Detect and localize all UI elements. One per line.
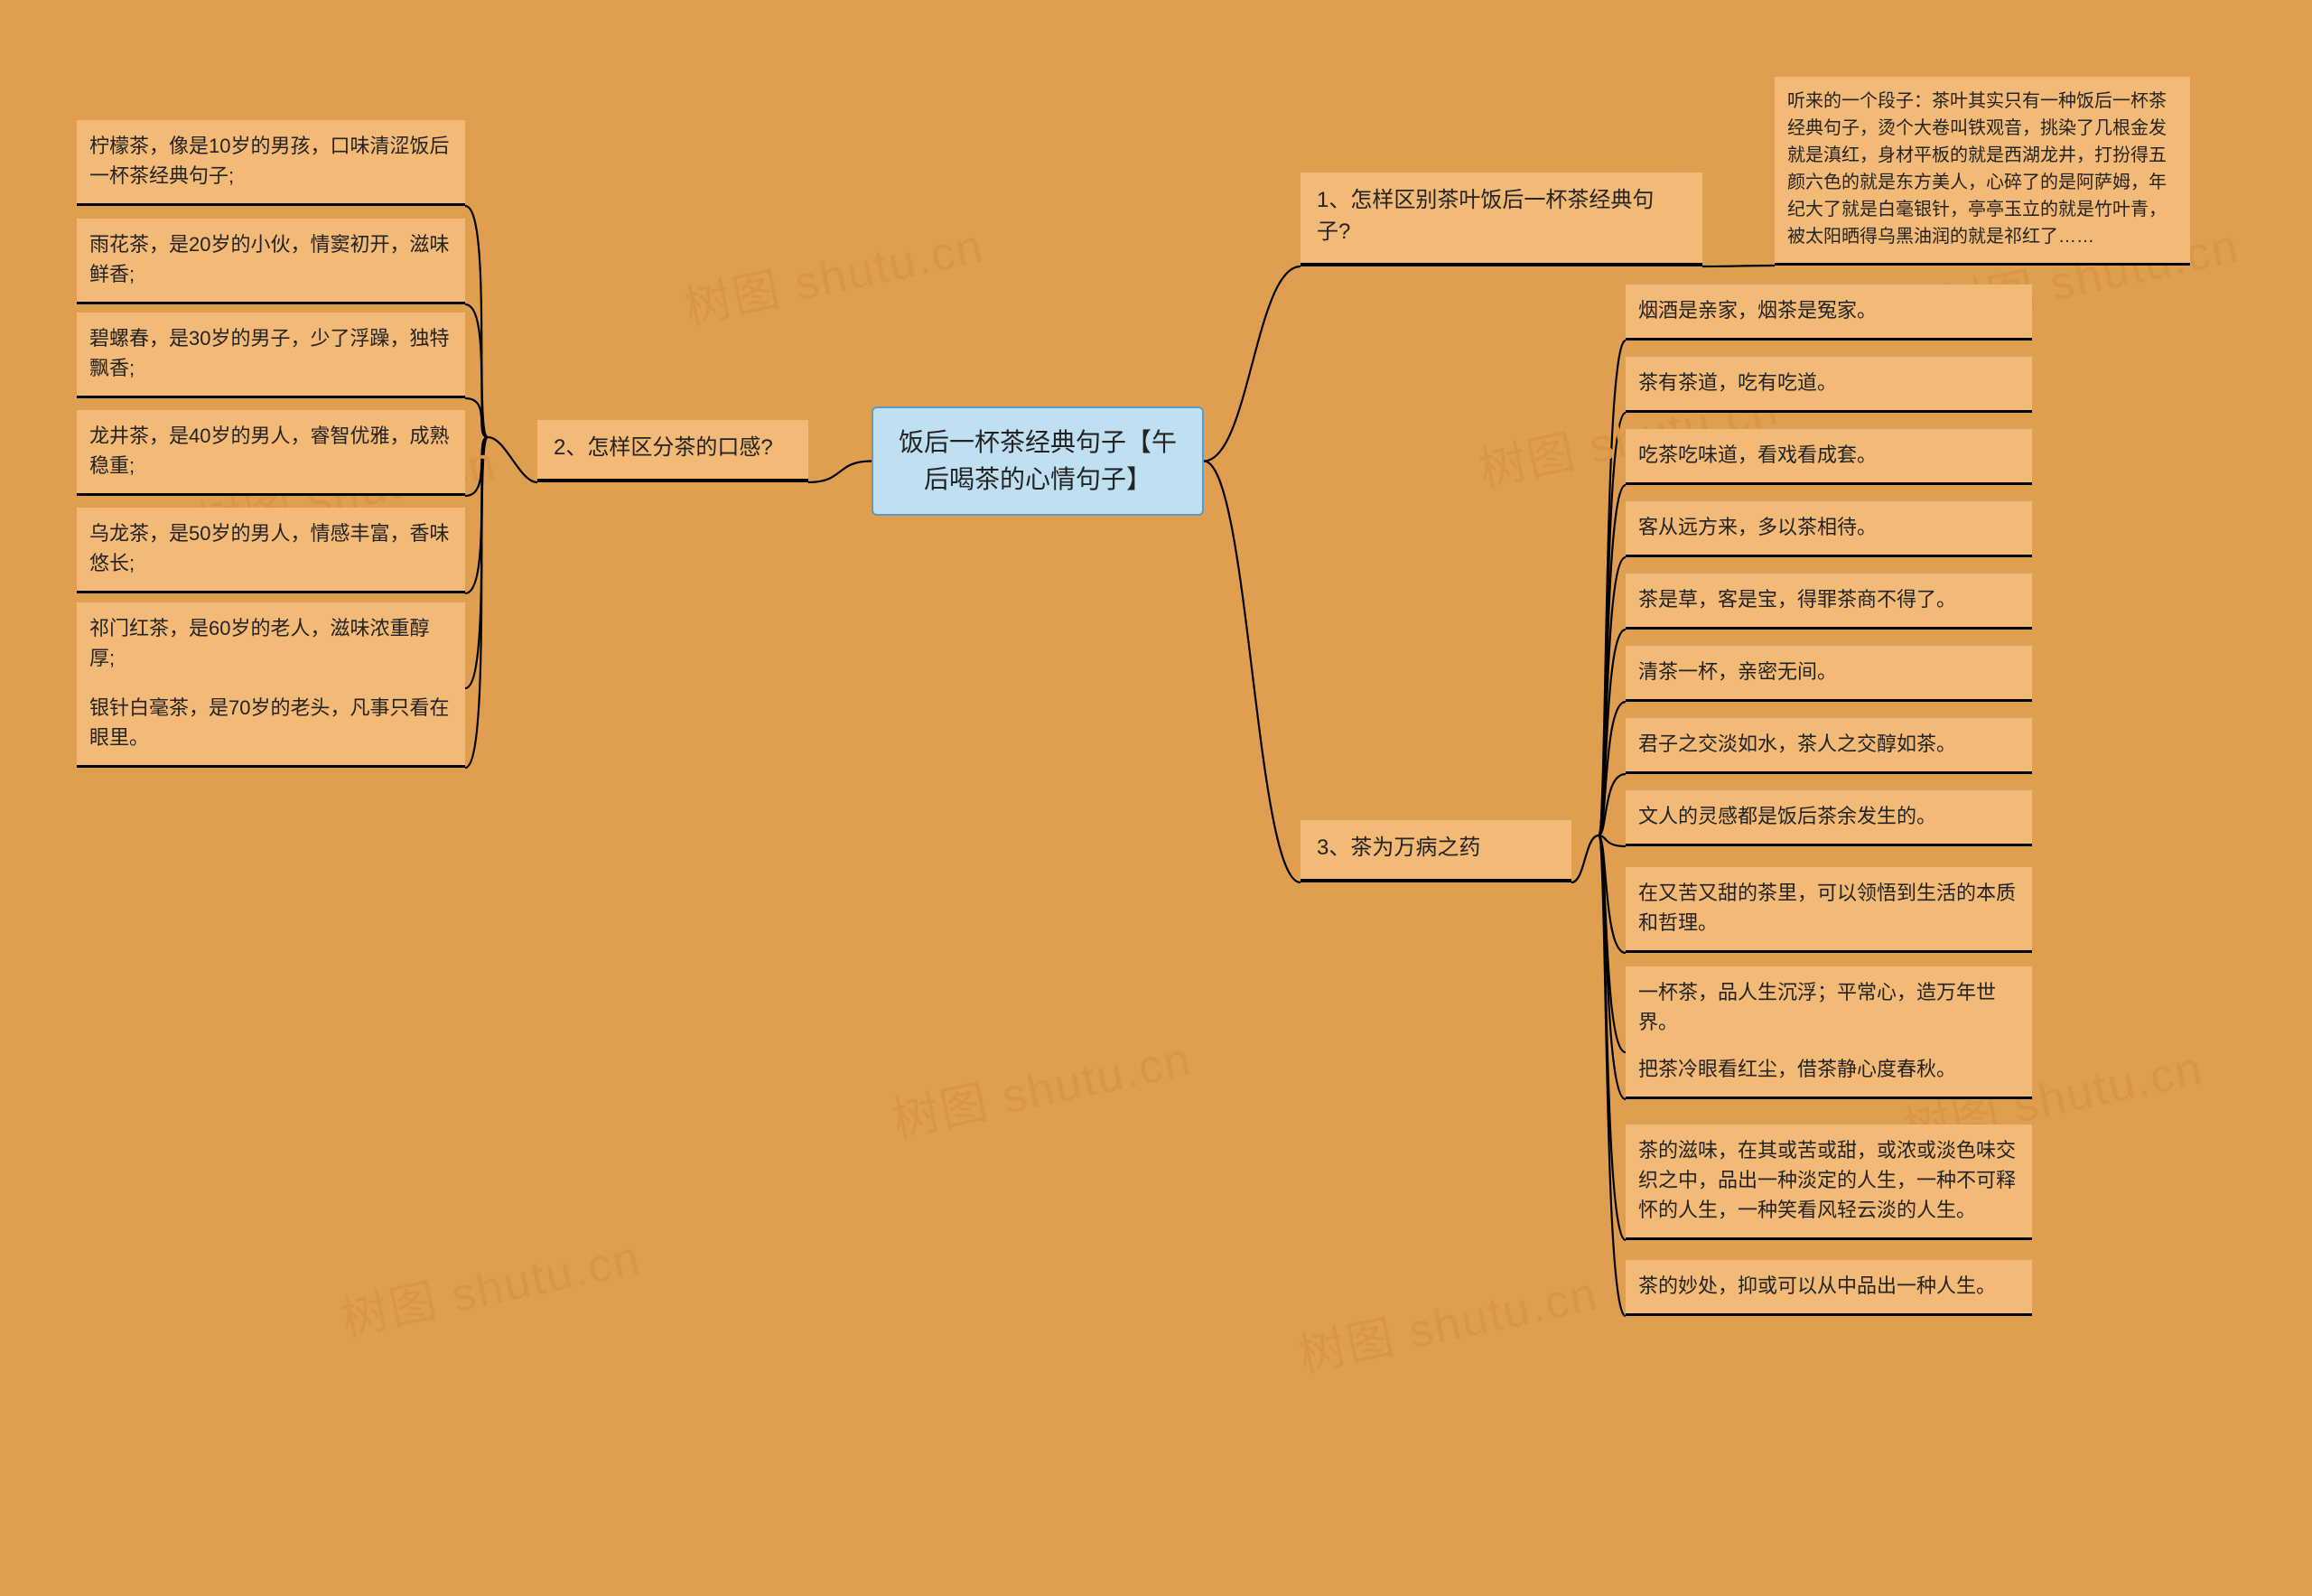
branch-2: 2、怎样区分茶的口感?: [537, 420, 808, 482]
leaf-b3-4: 茶是草，客是宝，得罪茶商不得了。: [1626, 574, 2032, 630]
leaf-b2-4: 乌龙茶，是50岁的男人，情感丰富，香味悠长;: [77, 508, 465, 593]
leaf-b3-7: 文人的灵感都是饭后茶余发生的。: [1626, 790, 2032, 846]
center-node: 饭后一杯茶经典句子【午后喝茶的心情句子】: [872, 406, 1204, 516]
leaf-b3-5: 清茶一杯，亲密无间。: [1626, 646, 2032, 702]
leaf-b3-8: 在又苦又甜的茶里，可以领悟到生活的本质和哲理。: [1626, 867, 2032, 953]
leaf-b3-2: 吃茶吃味道，看戏看成套。: [1626, 429, 2032, 485]
leaf-b2-0: 柠檬茶，像是10岁的男孩，口味清涩饭后一杯茶经典句子;: [77, 120, 465, 206]
leaf-b3-10: 把茶冷眼看红尘，借茶静心度春秋。: [1626, 1043, 2032, 1099]
watermark: 树图 shutu.cn: [677, 208, 989, 337]
leaf-b3-9: 一杯茶，品人生沉浮；平常心，造万年世界。: [1626, 966, 2032, 1052]
leaf-b3-1: 茶有茶道，吃有吃道。: [1626, 357, 2032, 413]
watermark: 树图 shutu.cn: [334, 1219, 646, 1349]
leaf-b3-6: 君子之交淡如水，茶人之交醇如茶。: [1626, 718, 2032, 774]
leaf-b1-0: 听来的一个段子：茶叶其实只有一种饭后一杯茶经典句子，烫个大卷叫铁观音，挑染了几根…: [1775, 77, 2190, 266]
leaf-b3-12: 茶的妙处，抑或可以从中品出一种人生。: [1626, 1260, 2032, 1316]
leaf-b2-2: 碧螺春，是30岁的男子，少了浮躁，独特飘香;: [77, 313, 465, 398]
watermark: 树图 shutu.cn: [885, 1021, 1197, 1150]
leaf-b3-0: 烟酒是亲家，烟茶是冤家。: [1626, 285, 2032, 341]
leaf-b2-1: 雨花茶，是20岁的小伙，情窦初开，滋味鲜香;: [77, 219, 465, 304]
leaf-b3-3: 客从远方来，多以茶相待。: [1626, 501, 2032, 557]
branch-3: 3、茶为万病之药: [1300, 820, 1571, 882]
leaf-b2-3: 龙井茶，是40岁的男人，睿智优雅，成熟稳重;: [77, 410, 465, 496]
branch-1: 1、怎样区别茶叶饭后一杯茶经典句子?: [1300, 173, 1702, 266]
watermark: 树图 shutu.cn: [1291, 1255, 1603, 1385]
leaf-b2-6: 银针白毫茶，是70岁的老头，凡事只看在眼里。: [77, 682, 465, 768]
leaf-b2-5: 祁门红茶，是60岁的老人，滋味浓重醇厚;: [77, 602, 465, 688]
leaf-b3-11: 茶的滋味，在其或苦或甜，或浓或淡色味交织之中，品出一种淡定的人生，一种不可释怀的…: [1626, 1125, 2032, 1240]
